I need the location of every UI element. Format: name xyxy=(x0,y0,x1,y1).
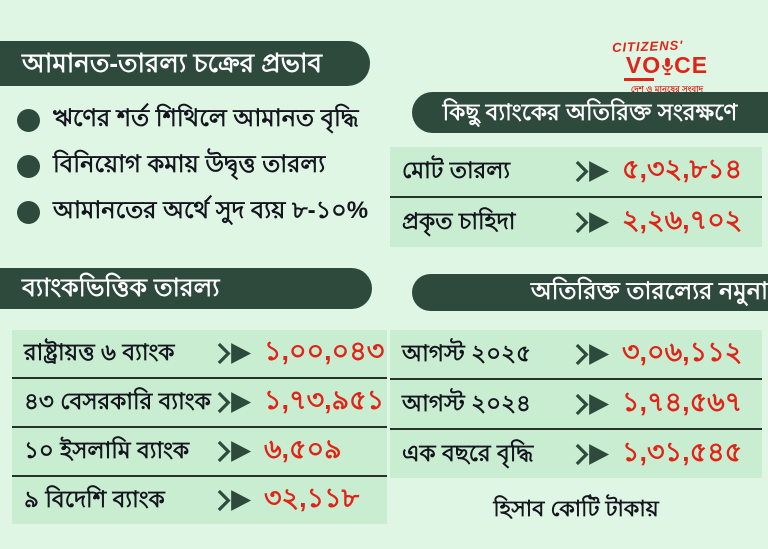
arrow-right-icon xyxy=(575,443,610,465)
row-label: ৯ বিদেশি ব্যাংক xyxy=(24,486,165,512)
list-item: ঋণের শর্ত শিথিলে আমানত বৃদ্ধি xyxy=(17,97,368,143)
row-label: ৪৩ বেসরকারি ব্যাংক xyxy=(24,388,211,414)
reserves-table: মোট তারল্য ৫,৩২,৮১৪ প্রকৃত চাহিদা ২,২৬,৭… xyxy=(390,147,762,247)
row-label: রাষ্ট্রায়ত্ত ৬ ব্যাংক xyxy=(24,339,175,365)
arrow-right-icon xyxy=(575,211,610,234)
reserves-section-title: কিছু ব্যাংকের অতিরিক্ত সংরক্ষণে xyxy=(412,92,768,133)
row-value: ১,৭৩,৯৫১ xyxy=(264,385,385,415)
logo-main-left: VO xyxy=(625,52,662,78)
microphone-icon xyxy=(662,57,674,76)
bullet-icon xyxy=(17,154,40,178)
table-row: এক বছরে বৃদ্ধি ১,৩১,৫৪৫ xyxy=(390,428,762,478)
table-row: প্রকৃত চাহিদা ২,২৬,৭০২ xyxy=(390,196,762,247)
row-value: ৩,০৬,১১২ xyxy=(622,336,743,367)
arrow-right-icon xyxy=(217,440,252,463)
arrow-right-icon xyxy=(575,160,610,183)
row-value: ২,২৬,৭০২ xyxy=(622,205,743,235)
bullet-icon xyxy=(17,108,40,132)
bankwise-section-title: ব্যাংকভিত্তিক তারল্য xyxy=(0,268,372,309)
bullet-text: বিনিয়োগ কমায় উদ্বৃত্ত তারল্য xyxy=(53,151,326,178)
unit-footnote: হিসাব কোটি টাকায় xyxy=(493,496,659,521)
table-row: ১০ ইসলামি ব্যাংক ৬,৫০৯ xyxy=(12,426,387,475)
bullet-text: আমানতের অর্থে সুদ ব্যয় ৮-১০% xyxy=(53,197,369,224)
row-label: ১০ ইসলামি ব্যাংক xyxy=(24,437,190,463)
row-value: ৩২,১১৮ xyxy=(264,483,360,513)
bankwise-table: রাষ্ট্রায়ত্ত ৬ ব্যাংক ১,০০,০৪৩ ৪৩ বেসরক… xyxy=(12,330,387,524)
list-item: বিনিয়োগ কমায় উদ্বৃত্ত তারল্য xyxy=(17,143,368,189)
logo-tagline: দেশ ও মানুষের সংবাদ xyxy=(630,84,704,94)
impact-title-text: আমানত-তারল্য চক্রের প্রভাব xyxy=(22,48,323,79)
row-label: আগস্ট ২০২৫ xyxy=(402,339,531,366)
logo-main-right: CE xyxy=(674,52,709,78)
row-label: প্রকৃত চাহিদা xyxy=(402,208,516,234)
surplus-table: আগস্ট ২০২৫ ৩,০৬,১১২ আগস্ট ২০২৪ ১,৭৪,৫৬৭ … xyxy=(390,330,762,478)
table-row: রাষ্ট্রায়ত্ত ৬ ব্যাংক ১,০০,০৪৩ xyxy=(12,330,387,377)
row-label: আগস্ট ২০২৪ xyxy=(402,389,531,416)
bullet-text: ঋণের শর্ত শিথিলে আমানত বৃদ্ধি xyxy=(53,105,359,132)
table-row: আগস্ট ২০২৪ ১,৭৪,৫৬৭ xyxy=(390,378,762,428)
arrow-right-icon xyxy=(217,391,252,414)
row-label: এক বছরে বৃদ্ধি xyxy=(402,439,534,466)
list-item: আমানতের অর্থে সুদ ব্যয় ৮-১০% xyxy=(17,189,368,235)
row-value: ৫,৩২,৮১৪ xyxy=(622,154,743,184)
arrow-right-icon xyxy=(217,342,252,365)
row-label: মোট তারল্য xyxy=(402,157,511,183)
row-value: ১,০০,০৪৩ xyxy=(264,336,385,366)
arrow-right-icon xyxy=(575,343,610,365)
table-row: ৪৩ বেসরকারি ব্যাংক ১,৭৩,৯৫১ xyxy=(12,377,387,426)
bullet-icon xyxy=(17,200,40,224)
logo-main-text: VO CE xyxy=(606,54,728,77)
impact-bullet-list: ঋণের শর্ত শিথিলে আমানত বৃদ্ধি বিনিয়োগ ক… xyxy=(17,97,368,235)
table-row: আগস্ট ২০২৫ ৩,০৬,১১২ xyxy=(390,330,762,378)
arrow-right-icon xyxy=(575,393,610,415)
logo-script-text: CITIZENS' xyxy=(611,37,684,56)
row-value: ৬,৫০৯ xyxy=(264,434,342,464)
impact-section-title: আমানত-তারল্য চক্রের প্রভাব xyxy=(0,41,370,86)
row-value: ১,৩১,৫৪৫ xyxy=(622,436,743,467)
table-row: ৯ বিদেশি ব্যাংক ৩২,১১৮ xyxy=(12,475,387,524)
row-value: ১,৭৪,৫৬৭ xyxy=(622,386,743,417)
arrow-right-icon xyxy=(217,489,252,512)
logo-underline xyxy=(624,78,654,81)
surplus-section-title: অতিরিক্ত তারল্যের নমুনা xyxy=(412,274,768,311)
table-row: মোট তারল্য ৫,৩২,৮১৪ xyxy=(390,147,762,196)
surplus-title-text: অতিরিক্ত তারল্যের নমুনা xyxy=(530,278,768,306)
bankwise-title-text: ব্যাংকভিত্তিক তারল্য xyxy=(22,273,220,302)
citizens-voice-logo: CITIZENS' VO CE দেশ ও মানুষের সংবাদ xyxy=(606,38,728,97)
reserves-title-text: কিছু ব্যাংকের অতিরিক্ত সংরক্ষণে xyxy=(442,98,738,125)
